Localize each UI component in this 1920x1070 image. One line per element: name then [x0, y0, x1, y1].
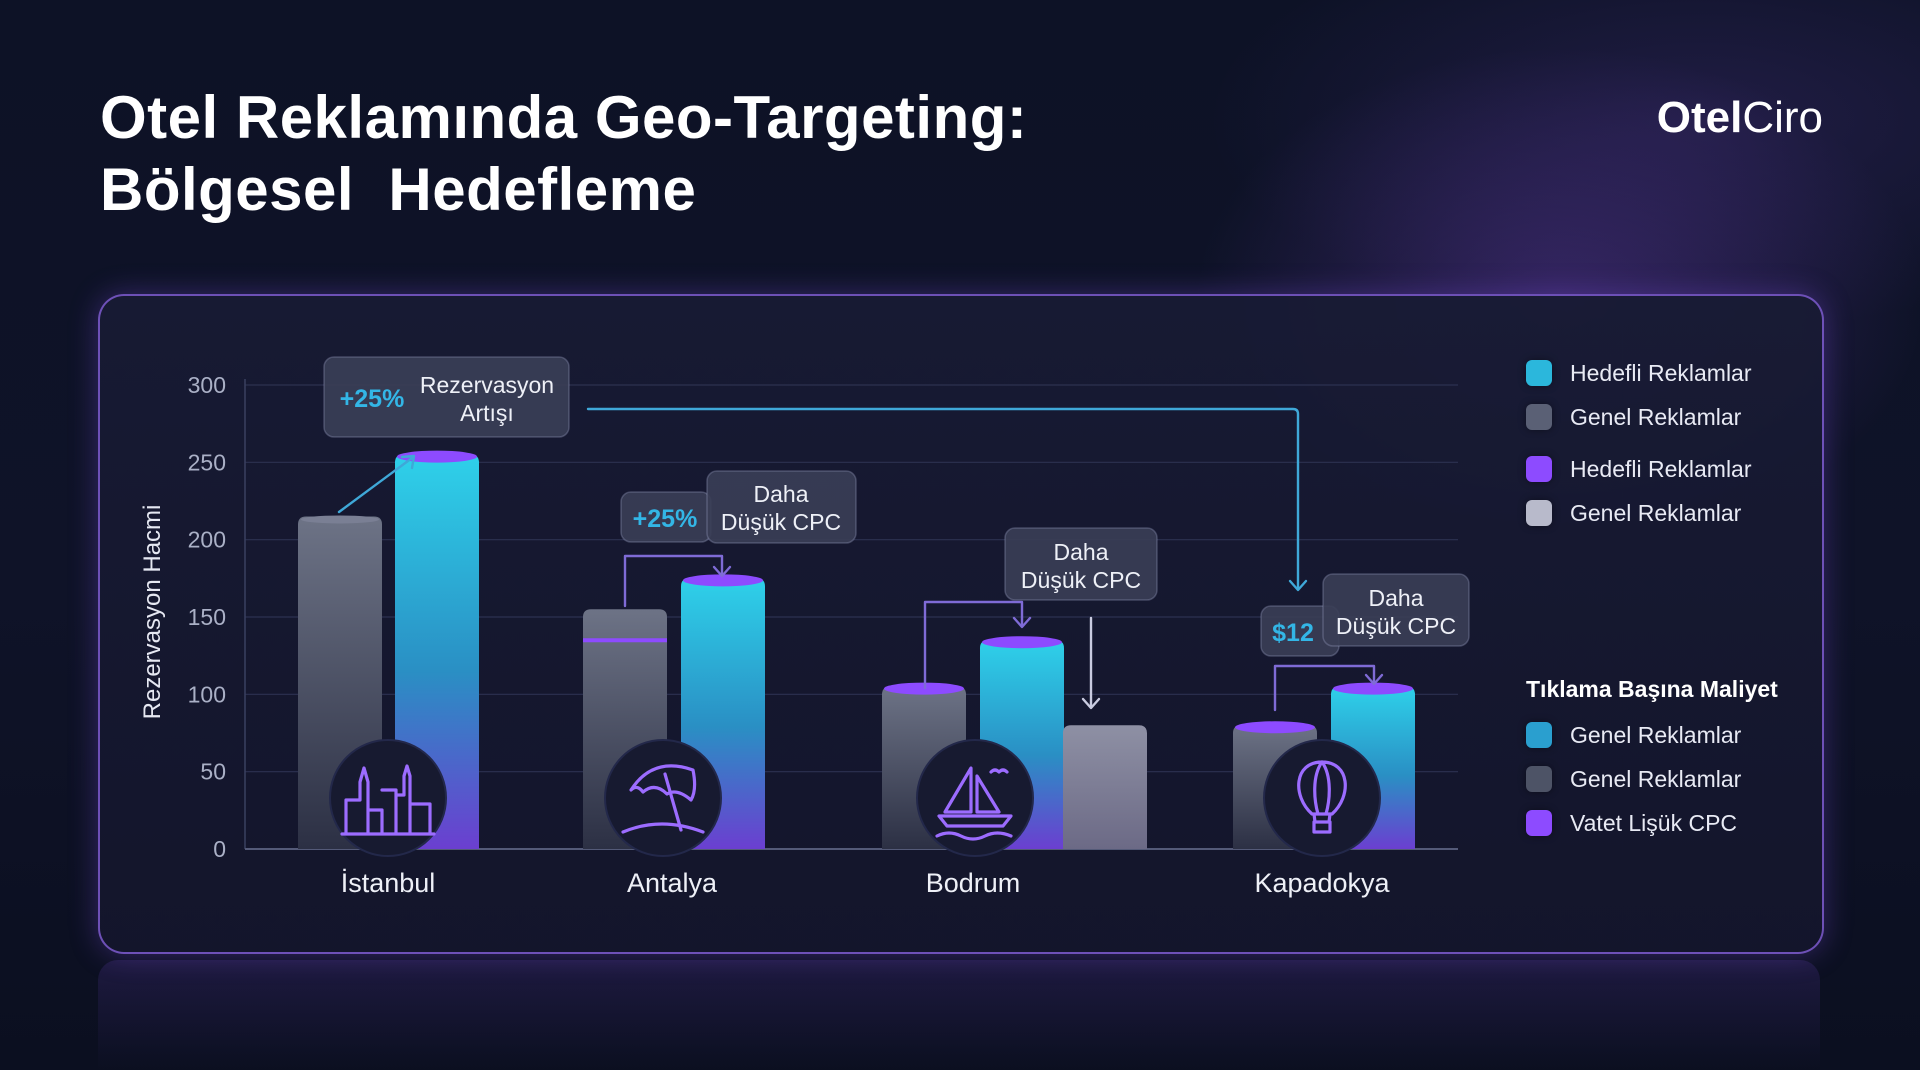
- x-tick-label: Antalya: [627, 868, 718, 898]
- y-axis-label: Rezervasyon Hacmi: [139, 505, 166, 720]
- y-tick-label: 100: [188, 681, 226, 707]
- beach-umbrella-icon: [604, 739, 722, 857]
- legend-heading-cpc: Tıklama Başına Maliyet: [1526, 676, 1778, 702]
- brand-logo: OtelCiro: [1657, 92, 1823, 144]
- y-tick-label: 200: [188, 527, 226, 553]
- legend-label: Genel Reklamlar: [1570, 721, 1742, 748]
- x-tick-label: Bodrum: [926, 868, 1021, 898]
- panel-reflection: [98, 960, 1820, 1070]
- y-tick-label: 300: [188, 372, 226, 398]
- annotation-text: Artışı: [460, 400, 514, 426]
- kapadokya-bracket-head: [1364, 673, 1384, 686]
- annotation-accent: +25%: [340, 385, 405, 413]
- y-tick-label: 50: [200, 759, 226, 785]
- annotation-box: [1322, 573, 1470, 647]
- annotation-box: [1004, 527, 1158, 601]
- legend-label: Genel Reklamlar: [1570, 499, 1742, 526]
- legend-swatch: [1526, 404, 1552, 430]
- legend-item-general-light: Genel Reklamlar: [1526, 498, 1741, 528]
- page-title: Otel Reklamında Geo-Targeting: Bölgesel …: [100, 82, 1027, 226]
- brand-logo-bold: Otel: [1656, 93, 1743, 142]
- hot-air-balloon-icon: [1263, 739, 1381, 857]
- trend-arrow: [337, 456, 414, 514]
- legend-item-targeted-teal: Hedefli Reklamlar: [1526, 358, 1752, 388]
- long-connector: [586, 407, 1300, 590]
- bar-targeted-cap: [1333, 682, 1413, 695]
- kapadokya-bracket: [1273, 664, 1376, 712]
- legend-item-targeted-purple: Hedefli Reklamlar: [1526, 454, 1752, 484]
- legend-label: Genel Reklamlar: [1570, 765, 1742, 792]
- legend-label: Hedefli Reklamlar: [1570, 455, 1752, 482]
- bodrum-bracket: [923, 600, 1024, 690]
- legend-label: Hedefli Reklamlar: [1570, 359, 1752, 386]
- legend-item-cpc-purple: Vatet Lişük CPC: [1526, 808, 1737, 838]
- antalya-bracket: [623, 554, 724, 608]
- legend-item-cpc-teal: Genel Reklamlar: [1526, 720, 1741, 750]
- annotation-text: Düşük CPC: [721, 509, 841, 535]
- annotation-text: Düşük CPC: [1336, 613, 1456, 639]
- trend-arrow-head: [400, 454, 416, 470]
- bar-general-cap: [1235, 721, 1315, 734]
- bar-targeted-cap: [982, 636, 1062, 649]
- antalya-bracket-head: [712, 565, 732, 578]
- legend-swatch: [1526, 500, 1552, 526]
- title-line-2: Bölgesel Hedefleme: [100, 156, 697, 223]
- bodrum-drop-head: [1081, 697, 1101, 710]
- bodrum-bracket-head: [1012, 616, 1032, 629]
- legend-item-general-gray: Genel Reklamlar: [1526, 402, 1741, 432]
- connectors-layer: [337, 407, 1384, 712]
- annotation-box: [706, 470, 857, 544]
- y-tick-label: 0: [213, 836, 226, 862]
- y-tick-label: 150: [188, 604, 226, 630]
- x-tick-label: İstanbul: [341, 867, 436, 898]
- icons-layer: [329, 739, 1381, 857]
- legend-swatch: [1526, 766, 1552, 792]
- bar-targeted-cap: [397, 450, 477, 463]
- legend-swatch: [1526, 722, 1552, 748]
- bar-general-cap: [301, 515, 379, 524]
- legend-label: Vatet Lişük CPC: [1570, 809, 1738, 836]
- sailboat-icon: [916, 739, 1034, 857]
- brand-logo-light: Ciro: [1742, 93, 1823, 142]
- legend-item-cpc-gray: Genel Reklamlar: [1526, 764, 1741, 794]
- annotation-box: [323, 356, 570, 438]
- annotation-text: Düşük CPC: [1021, 567, 1141, 593]
- long-connector-head: [1288, 579, 1308, 592]
- annotation-text: Daha: [1369, 585, 1424, 611]
- annotation-text: Daha: [1054, 539, 1109, 565]
- legend-label: Genel Reklamlar: [1570, 403, 1742, 430]
- legend-swatch: [1526, 810, 1552, 836]
- annotation-text: Daha: [754, 481, 809, 507]
- y-tick-label: 250: [188, 449, 226, 475]
- x-tick-label: Kapadokya: [1254, 868, 1390, 898]
- legend-swatch: [1526, 360, 1552, 386]
- bar-general-extra: [1063, 725, 1147, 849]
- city-skyline-icon: [329, 739, 447, 857]
- title-line-1: Otel Reklamında Geo-Targeting:: [100, 84, 1028, 151]
- annotation-accent: +25%: [633, 505, 698, 533]
- legend-swatch: [1526, 456, 1552, 482]
- annotation-text: Rezervasyon: [420, 372, 554, 398]
- annotation-accent: $12: [1272, 619, 1314, 647]
- bar-targeted-cap: [683, 574, 763, 587]
